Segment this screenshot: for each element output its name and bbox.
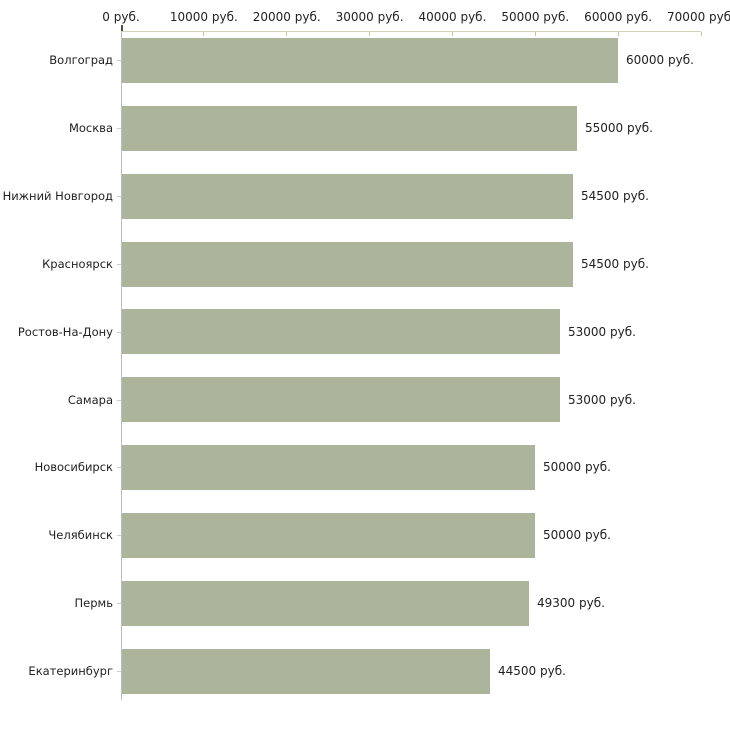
bar bbox=[122, 38, 618, 83]
x-axis-tick bbox=[369, 32, 371, 36]
category-label: Ростов-На-Дону bbox=[17, 325, 113, 339]
x-axis-tick-label: 10000 руб. bbox=[169, 10, 238, 24]
bar bbox=[122, 174, 573, 219]
category-label: Екатеринбург bbox=[28, 664, 113, 678]
x-axis-tick-label: 0 руб. bbox=[102, 10, 140, 24]
category-label: Новосибирск bbox=[34, 460, 113, 474]
value-label: 54500 руб. bbox=[581, 257, 649, 271]
bar bbox=[122, 649, 490, 694]
category-label: Волгоград bbox=[49, 53, 113, 67]
x-axis-tick bbox=[700, 32, 702, 36]
bar bbox=[122, 581, 529, 626]
x-axis-tick bbox=[617, 32, 619, 36]
x-axis-tick-label: 40000 руб. bbox=[418, 10, 487, 24]
category-label: Пермь bbox=[74, 596, 113, 610]
y-axis-tick bbox=[117, 671, 121, 672]
y-axis-tick bbox=[117, 60, 121, 61]
y-axis-tick bbox=[117, 400, 121, 401]
y-axis-line bbox=[121, 31, 122, 700]
bar bbox=[122, 445, 535, 490]
value-label: 55000 руб. bbox=[585, 121, 653, 135]
y-axis-tick bbox=[117, 196, 121, 197]
y-axis-tick bbox=[117, 332, 121, 333]
category-label: Красноярск bbox=[42, 257, 113, 271]
category-label: Нижний Новгород bbox=[2, 189, 113, 203]
x-axis-tick-label: 30000 руб. bbox=[335, 10, 404, 24]
y-axis-tick bbox=[117, 535, 121, 536]
category-label: Самара bbox=[67, 393, 113, 407]
x-axis-tick bbox=[451, 32, 453, 36]
value-label: 50000 руб. bbox=[543, 528, 611, 542]
bar bbox=[122, 513, 535, 558]
y-axis-tick bbox=[117, 264, 121, 265]
value-label: 49300 руб. bbox=[537, 596, 605, 610]
bar bbox=[122, 309, 560, 354]
y-axis-tick bbox=[117, 603, 121, 604]
y-axis-tick bbox=[117, 467, 121, 468]
x-axis-tick-label: 20000 руб. bbox=[252, 10, 321, 24]
bar bbox=[122, 242, 573, 287]
value-label: 53000 руб. bbox=[568, 393, 636, 407]
x-axis-tick bbox=[534, 32, 536, 36]
x-axis-tick-label: 60000 руб. bbox=[584, 10, 653, 24]
value-label: 60000 руб. bbox=[626, 53, 694, 67]
category-label: Челябинск bbox=[48, 528, 113, 542]
bar bbox=[122, 106, 577, 151]
y-axis-tick bbox=[117, 128, 121, 129]
x-axis-tick bbox=[203, 32, 205, 36]
value-label: 50000 руб. bbox=[543, 460, 611, 474]
bar bbox=[122, 377, 560, 422]
origin-tick bbox=[121, 25, 123, 31]
category-label: Москва bbox=[68, 121, 113, 135]
value-label: 44500 руб. bbox=[498, 664, 566, 678]
x-axis-tick-label: 50000 руб. bbox=[501, 10, 570, 24]
value-label: 53000 руб. bbox=[568, 325, 636, 339]
value-label: 54500 руб. bbox=[581, 189, 649, 203]
x-axis-line bbox=[121, 31, 701, 32]
x-axis-tick bbox=[286, 32, 288, 36]
x-axis-tick-label: 70000 руб. bbox=[667, 10, 730, 24]
